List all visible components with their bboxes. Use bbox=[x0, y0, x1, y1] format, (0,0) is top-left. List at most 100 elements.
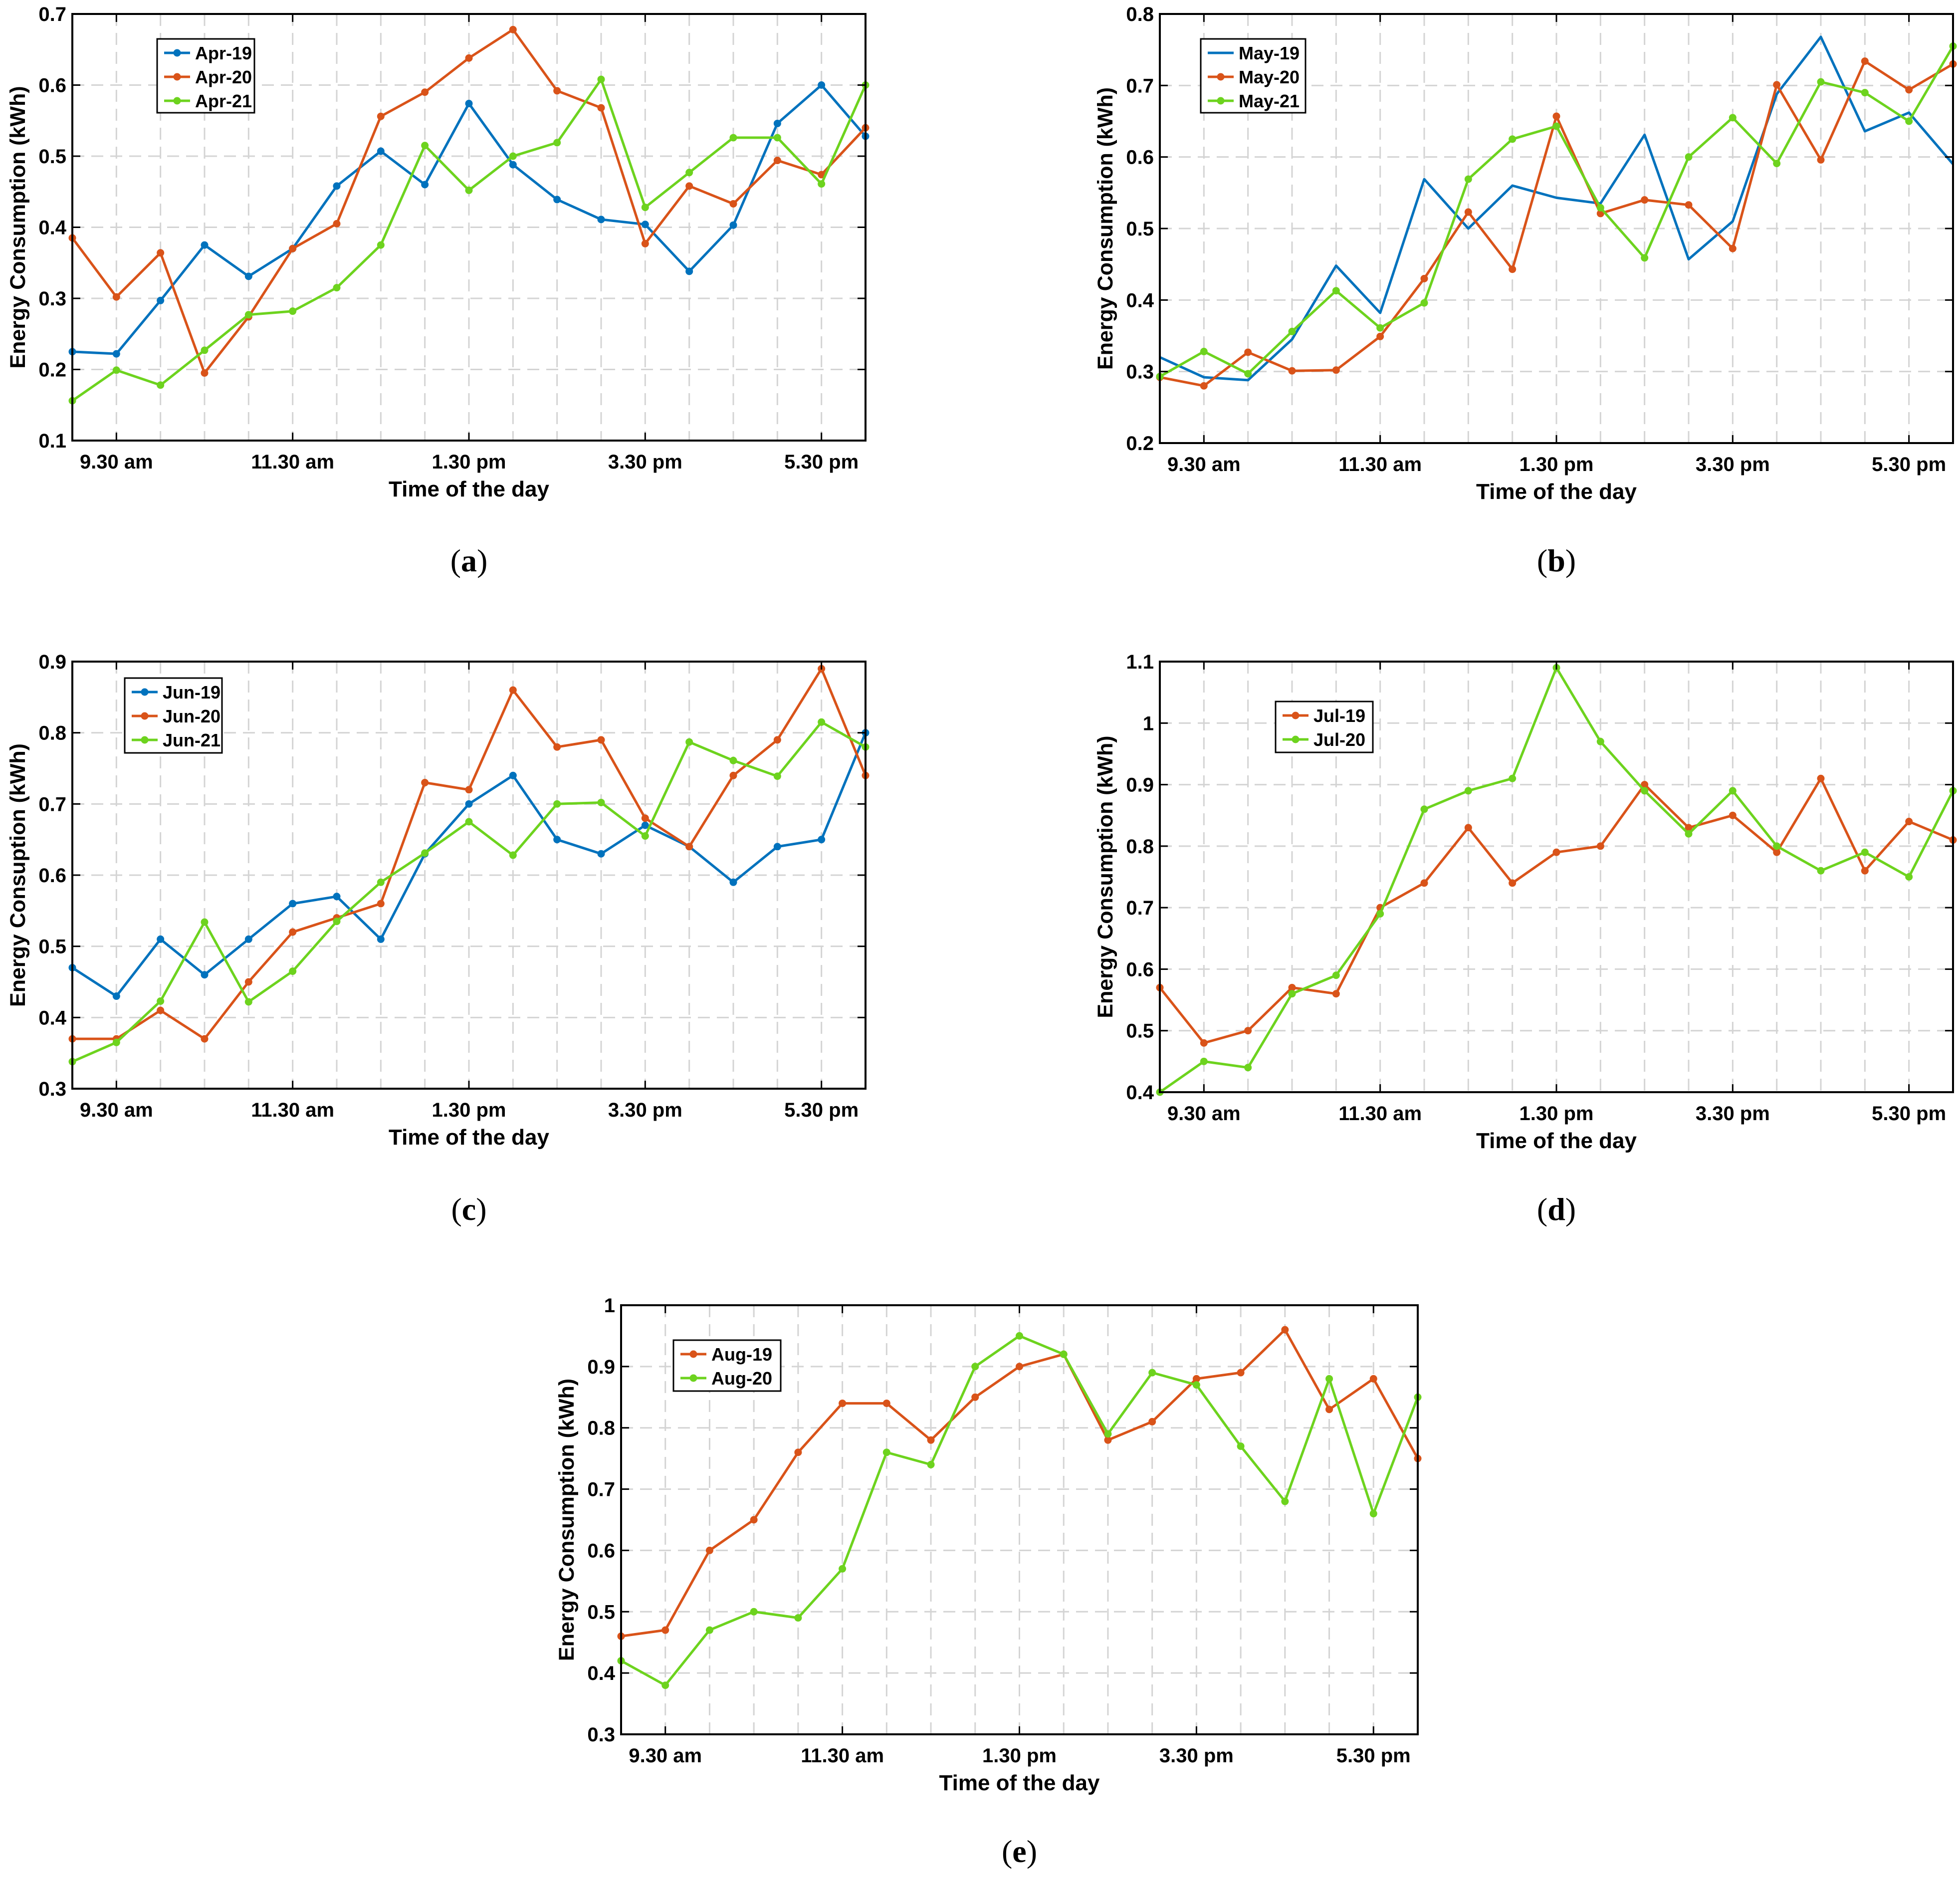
data-point-Jul-19 bbox=[1817, 774, 1825, 782]
y-tick-label: 0.7 bbox=[1126, 75, 1154, 97]
y-tick-label: 0.6 bbox=[1126, 147, 1154, 169]
legend: Aug-19 Aug-20 bbox=[672, 1339, 782, 1392]
data-point-Apr-21 bbox=[773, 134, 781, 142]
data-point-May-21 bbox=[1244, 370, 1252, 378]
data-point-Apr-19 bbox=[112, 350, 120, 358]
data-point-Jun-21 bbox=[685, 738, 693, 746]
data-point-Apr-20 bbox=[157, 249, 165, 257]
data-point-Apr-19 bbox=[553, 196, 561, 204]
data-point-Apr-21 bbox=[641, 204, 649, 212]
legend-swatch-marker bbox=[1217, 97, 1225, 105]
data-point-Jul-19 bbox=[1509, 879, 1517, 887]
x-tick-label: 11.30 am bbox=[1338, 454, 1422, 475]
x-tick-label: 9.30 am bbox=[1167, 454, 1241, 475]
data-point-Jun-20 bbox=[553, 743, 561, 751]
data-point-Apr-21 bbox=[377, 241, 385, 249]
data-point-Aug-19 bbox=[1192, 1375, 1200, 1383]
legend-swatch-marker bbox=[1292, 711, 1300, 719]
data-point-Jun-19 bbox=[641, 821, 649, 829]
data-point-May-20 bbox=[1464, 208, 1472, 216]
data-point-May-21 bbox=[1641, 254, 1649, 262]
y-tick-label: 0.5 bbox=[1126, 218, 1154, 240]
y-tick-label: 0.3 bbox=[38, 288, 66, 310]
x-tick-label: 1.30 pm bbox=[432, 451, 506, 473]
legend-swatch-marker bbox=[173, 97, 181, 105]
legend-swatch-marker bbox=[1292, 735, 1300, 743]
caption-paren: ) bbox=[477, 543, 487, 578]
x-tick-label: 3.30 pm bbox=[608, 451, 682, 473]
data-point-Aug-20 bbox=[1016, 1332, 1023, 1340]
y-tick-label: 0.3 bbox=[38, 1078, 66, 1100]
data-point-May-21 bbox=[1817, 78, 1825, 86]
data-point-Jun-21 bbox=[112, 1038, 120, 1046]
data-point-Jul-20 bbox=[1817, 867, 1825, 875]
data-point-Apr-20 bbox=[818, 171, 826, 179]
x-tick-label: 5.30 pm bbox=[784, 451, 859, 473]
data-point-Aug-20 bbox=[750, 1608, 758, 1616]
caption-paren: ( bbox=[1537, 1191, 1547, 1227]
caption-letter: c bbox=[462, 1191, 476, 1227]
x-tick-label: 1.30 pm bbox=[1520, 454, 1594, 475]
x-tick-label: 11.30 am bbox=[1338, 1103, 1422, 1125]
data-point-Apr-19 bbox=[157, 296, 165, 304]
data-point-Aug-20 bbox=[1192, 1381, 1200, 1389]
data-point-Jun-21 bbox=[421, 849, 429, 857]
data-point-Jun-20 bbox=[244, 978, 252, 986]
data-point-Aug-19 bbox=[1325, 1406, 1333, 1413]
data-point-May-20 bbox=[1332, 366, 1340, 374]
data-point-Jun-19 bbox=[729, 878, 737, 886]
x-tick-label: 11.30 am bbox=[251, 451, 334, 473]
data-point-Jun-21 bbox=[377, 878, 385, 886]
x-axis-label: Time of the day bbox=[389, 1125, 549, 1150]
x-tick-label: 9.30 am bbox=[1167, 1103, 1241, 1125]
data-point-Jun-21 bbox=[597, 798, 605, 806]
data-point-Apr-19 bbox=[377, 147, 385, 155]
data-point-May-20 bbox=[1509, 265, 1517, 273]
data-point-Aug-20 bbox=[971, 1363, 979, 1371]
data-point-Jul-20 bbox=[1332, 971, 1340, 979]
x-tick-label: 9.30 am bbox=[629, 1745, 702, 1767]
caption-letter: b bbox=[1547, 543, 1565, 578]
data-point-May-21 bbox=[1332, 287, 1340, 295]
data-point-Apr-21 bbox=[729, 134, 737, 142]
data-point-Jul-20 bbox=[1861, 848, 1869, 856]
data-point-Jul-19 bbox=[1244, 1027, 1252, 1035]
legend-swatch-marker bbox=[689, 1350, 697, 1358]
data-point-Aug-19 bbox=[927, 1436, 935, 1444]
legend-label: Apr-19 bbox=[195, 43, 252, 63]
x-tick-label: 11.30 am bbox=[251, 1099, 334, 1121]
x-tick-label: 9.30 am bbox=[80, 451, 153, 473]
data-point-Apr-21 bbox=[818, 180, 826, 188]
data-point-Jul-19 bbox=[1596, 842, 1604, 850]
caption-paren: ) bbox=[476, 1191, 486, 1227]
data-point-Apr-20 bbox=[641, 239, 649, 247]
data-point-Jun-20 bbox=[641, 814, 649, 822]
data-point-Apr-19 bbox=[729, 221, 737, 229]
data-point-Apr-20 bbox=[773, 157, 781, 165]
y-tick-label: 1 bbox=[604, 1295, 615, 1317]
data-point-Jul-19 bbox=[1332, 990, 1340, 998]
y-tick-label: 0.2 bbox=[38, 359, 66, 381]
data-point-Apr-19 bbox=[509, 161, 517, 169]
data-point-May-21 bbox=[1905, 117, 1913, 125]
data-point-Jun-19 bbox=[465, 800, 473, 808]
data-point-Aug-19 bbox=[1148, 1417, 1156, 1425]
panel-caption: (b) bbox=[1537, 543, 1576, 578]
x-axis-label: Time of the day bbox=[1476, 479, 1637, 504]
y-tick-label: 0.5 bbox=[1126, 1020, 1154, 1042]
legend: Jun-19 Jun-20 Jun-21 bbox=[124, 677, 223, 754]
data-point-May-21 bbox=[1420, 299, 1428, 307]
data-point-Aug-19 bbox=[971, 1393, 979, 1401]
data-point-Jun-21 bbox=[641, 832, 649, 840]
data-point-Apr-20 bbox=[729, 200, 737, 208]
data-point-Apr-19 bbox=[597, 216, 605, 224]
data-point-May-21 bbox=[1861, 89, 1869, 97]
data-point-Aug-19 bbox=[1281, 1326, 1289, 1334]
caption-paren: ) bbox=[1565, 543, 1576, 578]
data-point-May-21 bbox=[1464, 175, 1472, 183]
x-tick-label: 3.30 pm bbox=[1696, 1103, 1770, 1125]
data-point-Apr-21 bbox=[244, 311, 252, 319]
x-axis-label: Time of the day bbox=[389, 477, 549, 501]
data-point-Aug-20 bbox=[1237, 1442, 1245, 1450]
data-point-Apr-19 bbox=[201, 241, 209, 249]
